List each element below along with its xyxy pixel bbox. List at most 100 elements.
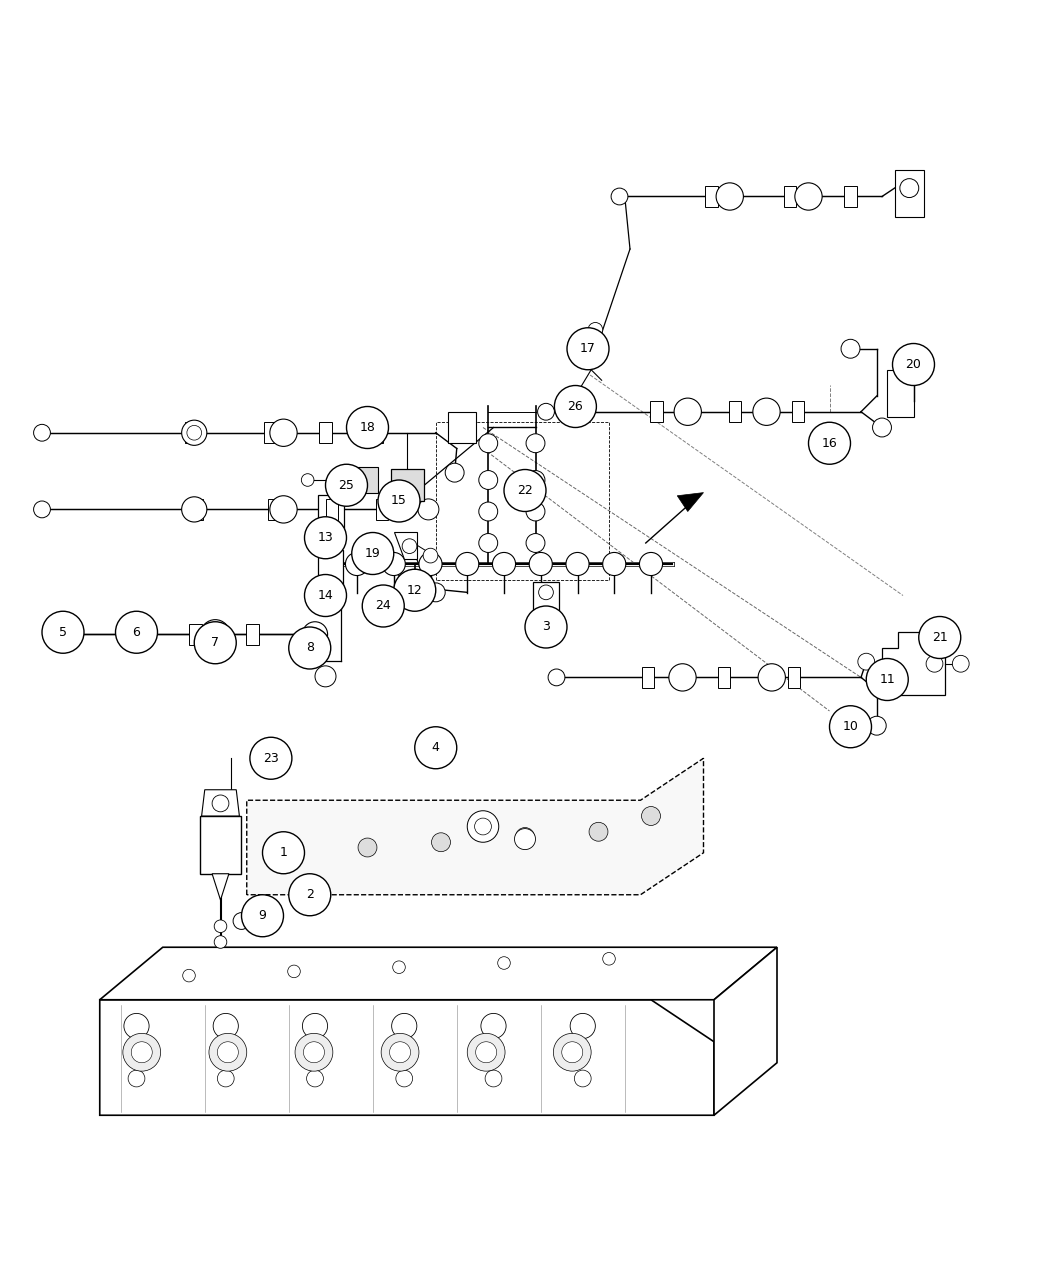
Circle shape [867, 717, 886, 736]
Circle shape [131, 623, 152, 645]
Circle shape [526, 502, 545, 521]
Text: 13: 13 [317, 532, 334, 544]
Circle shape [674, 398, 701, 426]
Polygon shape [326, 499, 338, 520]
Circle shape [514, 829, 536, 849]
Polygon shape [186, 422, 198, 444]
Text: 22: 22 [517, 484, 532, 497]
Circle shape [326, 464, 368, 506]
Circle shape [526, 434, 545, 453]
Polygon shape [677, 492, 704, 511]
Text: 18: 18 [359, 421, 376, 434]
Polygon shape [318, 550, 343, 590]
Polygon shape [371, 422, 383, 444]
Polygon shape [844, 186, 857, 207]
Circle shape [588, 323, 603, 337]
Circle shape [302, 1014, 328, 1039]
Polygon shape [729, 402, 741, 422]
Circle shape [194, 622, 236, 664]
Polygon shape [792, 402, 804, 422]
Polygon shape [783, 186, 796, 207]
Text: 11: 11 [880, 673, 895, 686]
Circle shape [128, 1070, 145, 1086]
Circle shape [392, 1014, 417, 1039]
Circle shape [476, 1042, 497, 1063]
Circle shape [301, 474, 314, 486]
Circle shape [289, 627, 331, 669]
Polygon shape [887, 370, 914, 417]
Circle shape [270, 419, 297, 446]
Circle shape [382, 552, 405, 575]
Text: 23: 23 [264, 752, 279, 765]
Text: 4: 4 [432, 741, 440, 755]
Circle shape [479, 470, 498, 490]
Circle shape [479, 533, 498, 552]
Polygon shape [650, 402, 663, 422]
Polygon shape [788, 667, 800, 689]
Circle shape [498, 956, 510, 969]
Circle shape [250, 737, 292, 779]
Text: 8: 8 [306, 641, 314, 654]
Polygon shape [268, 499, 280, 520]
Circle shape [858, 653, 875, 671]
Circle shape [900, 179, 919, 198]
Circle shape [206, 625, 225, 644]
Polygon shape [212, 873, 229, 900]
Circle shape [432, 833, 450, 852]
Circle shape [394, 569, 436, 611]
Circle shape [485, 1070, 502, 1086]
Circle shape [217, 1070, 234, 1086]
Circle shape [716, 182, 743, 210]
Text: 26: 26 [568, 400, 584, 413]
Polygon shape [714, 947, 777, 1116]
Circle shape [492, 552, 516, 575]
Circle shape [270, 496, 297, 523]
Circle shape [479, 434, 498, 453]
Circle shape [242, 895, 284, 937]
Polygon shape [189, 623, 202, 645]
Polygon shape [323, 590, 338, 607]
Circle shape [58, 626, 75, 643]
Circle shape [504, 469, 546, 511]
Circle shape [467, 1033, 505, 1071]
Circle shape [553, 1033, 591, 1071]
Polygon shape [394, 533, 417, 558]
Circle shape [183, 969, 195, 982]
Circle shape [445, 463, 464, 482]
Circle shape [892, 343, 934, 385]
Circle shape [295, 1033, 333, 1071]
Circle shape [589, 822, 608, 842]
Text: 25: 25 [338, 478, 355, 492]
Circle shape [467, 811, 499, 843]
Polygon shape [247, 759, 704, 895]
Circle shape [42, 611, 84, 653]
Polygon shape [706, 186, 718, 207]
Circle shape [525, 606, 567, 648]
Circle shape [554, 385, 596, 427]
Circle shape [539, 585, 553, 599]
Circle shape [570, 1014, 595, 1039]
Circle shape [393, 961, 405, 974]
Circle shape [753, 398, 780, 426]
Circle shape [669, 664, 696, 691]
Circle shape [116, 611, 158, 653]
Bar [391, 469, 424, 501]
Circle shape [378, 479, 420, 521]
Text: 15: 15 [391, 495, 407, 507]
Circle shape [603, 952, 615, 965]
Circle shape [566, 386, 585, 405]
Circle shape [214, 921, 227, 932]
Polygon shape [323, 538, 338, 555]
Circle shape [209, 1033, 247, 1071]
Circle shape [401, 574, 428, 601]
Text: 7: 7 [211, 636, 219, 649]
Bar [353, 468, 378, 492]
Circle shape [538, 403, 554, 421]
Circle shape [214, 936, 227, 949]
Circle shape [919, 617, 961, 658]
Circle shape [475, 819, 491, 835]
Circle shape [362, 585, 404, 627]
Text: 17: 17 [580, 342, 596, 356]
Polygon shape [202, 789, 239, 816]
Polygon shape [376, 499, 388, 520]
